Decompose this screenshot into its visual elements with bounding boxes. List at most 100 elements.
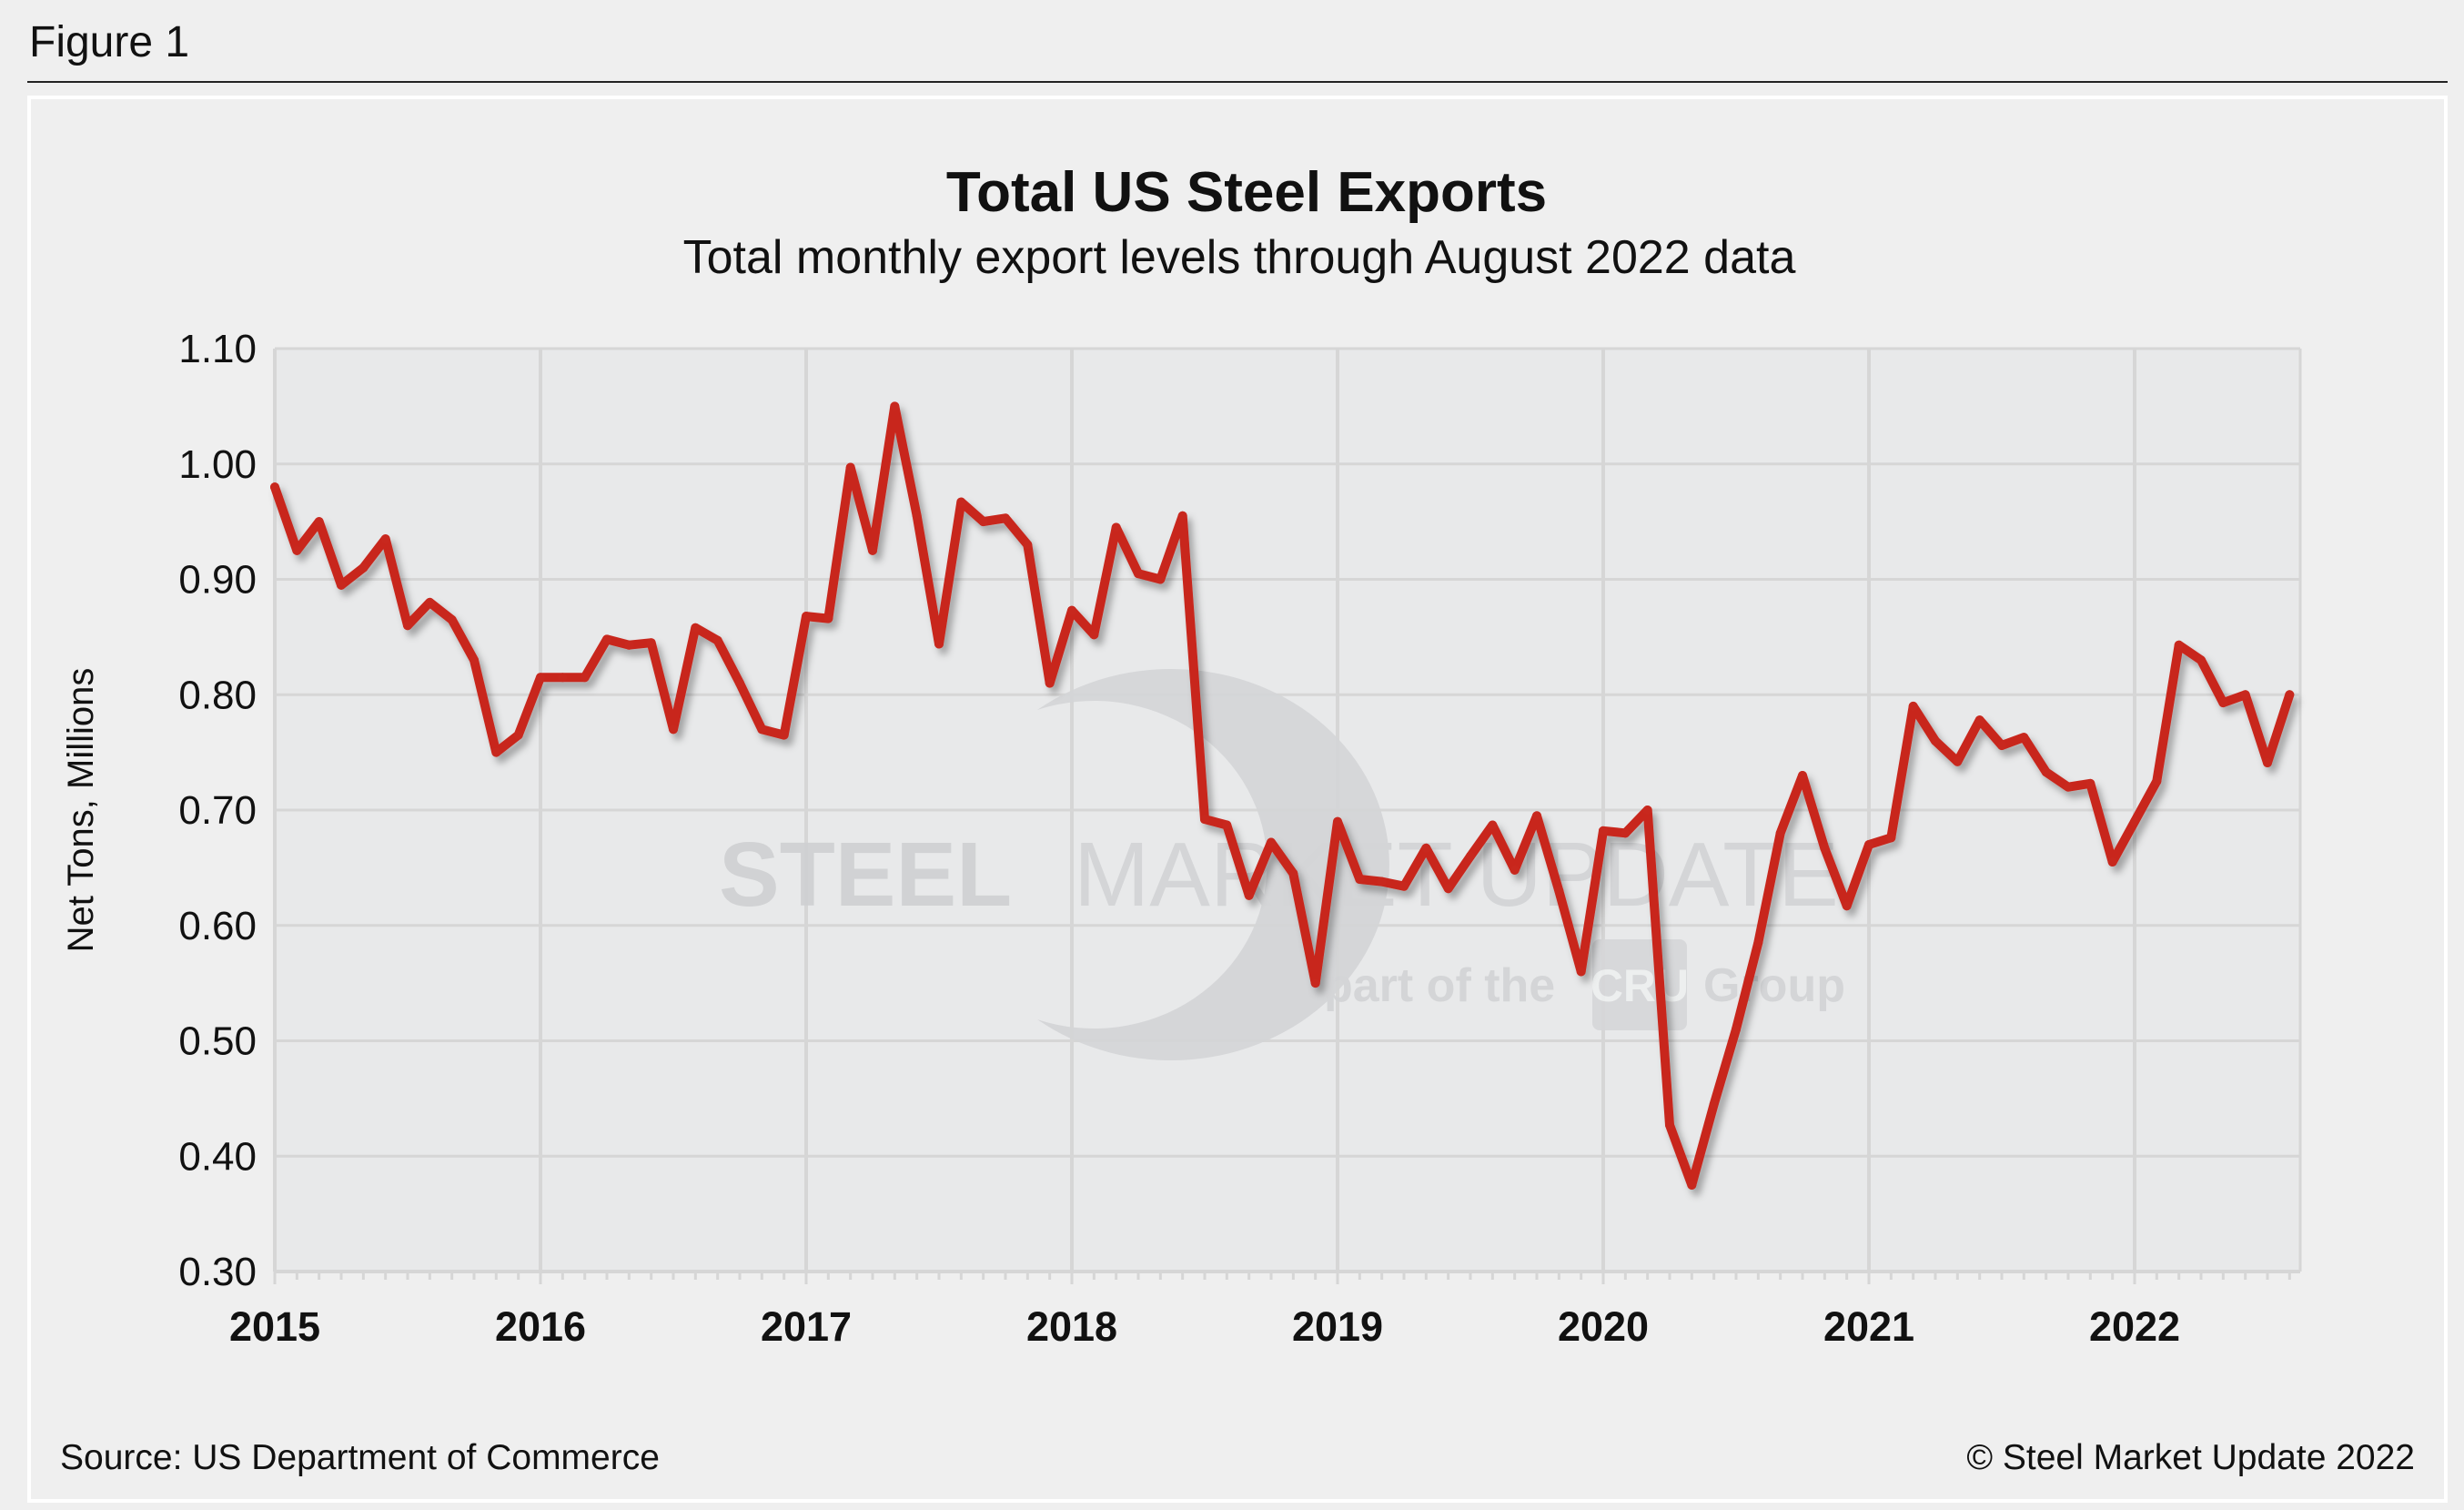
data-point <box>1642 806 1652 815</box>
x-tick-label: 2019 <box>1292 1303 1383 1350</box>
data-point <box>1510 865 1520 875</box>
data-point <box>2019 733 2029 743</box>
y-tick-label: 0.80 <box>178 673 257 717</box>
data-point <box>2107 857 2117 867</box>
x-tick-label: 2020 <box>1558 1303 1649 1350</box>
figure-label: Figure 1 <box>29 18 189 66</box>
x-tick-label: 2022 <box>2089 1303 2180 1350</box>
data-point <box>1177 511 1187 521</box>
data-point <box>1931 735 1940 745</box>
x-tick-label: 2017 <box>761 1303 852 1350</box>
data-point <box>1798 770 1807 780</box>
data-point <box>2285 690 2295 700</box>
data-point <box>2263 758 2272 768</box>
data-point <box>1488 820 1498 830</box>
data-point <box>1244 890 1254 900</box>
data-point <box>1045 678 1055 688</box>
data-point <box>1288 868 1298 878</box>
data-point <box>1267 837 1276 847</box>
data-point <box>558 673 568 683</box>
data-point <box>757 725 767 735</box>
data-point <box>513 730 523 740</box>
x-tick-label: 2016 <box>495 1303 586 1350</box>
data-point <box>1355 875 1365 885</box>
data-point <box>2196 655 2206 665</box>
data-point <box>403 621 412 631</box>
data-point <box>1156 574 1166 584</box>
data-point <box>602 634 611 644</box>
data-point <box>380 534 390 544</box>
data-point <box>491 747 501 757</box>
data-point <box>358 562 369 573</box>
data-point <box>2152 776 2162 786</box>
data-point <box>580 673 590 683</box>
data-point <box>1023 540 1033 550</box>
data-point <box>912 511 922 521</box>
data-point <box>1753 937 1763 948</box>
data-point <box>1974 715 1984 725</box>
data-point <box>1709 1100 1719 1110</box>
data-point <box>1466 851 1475 861</box>
y-tick-label: 0.90 <box>178 558 257 603</box>
data-point <box>1908 701 1918 711</box>
data-point <box>292 545 302 555</box>
data-point <box>1001 513 1010 523</box>
data-point <box>270 482 279 492</box>
data-point <box>1554 886 1564 896</box>
data-point <box>1222 820 1232 830</box>
data-point <box>1111 522 1121 532</box>
x-tick-label: 2018 <box>1026 1303 1117 1350</box>
data-point <box>1532 811 1541 821</box>
data-point <box>536 673 545 683</box>
data-point <box>1421 843 1431 853</box>
data-point <box>779 730 789 740</box>
data-point <box>1599 826 1608 836</box>
data-point <box>845 462 855 472</box>
watermark-steel: STEEL <box>719 824 1012 926</box>
data-point <box>470 655 479 665</box>
data-point <box>1576 967 1586 977</box>
data-point <box>624 640 634 650</box>
data-point <box>1997 741 2006 751</box>
series-line-group <box>270 401 2295 1190</box>
data-point <box>1732 1024 1741 1034</box>
watermark-group: Group <box>1703 959 1845 1012</box>
data-point <box>447 614 457 624</box>
data-point <box>956 497 966 507</box>
data-point <box>802 612 811 622</box>
y-tick-label: 0.40 <box>178 1134 257 1179</box>
data-point <box>2218 698 2228 708</box>
x-tick-label: 2021 <box>1823 1303 1914 1350</box>
watermark-part-of-the: part of the <box>1324 959 1555 1012</box>
data-point <box>646 638 656 648</box>
watermark: STEEL MARKET UPDATE part of the CRU Grou… <box>719 669 1845 1061</box>
copyright-note: © Steel Market Update 2022 <box>1966 1438 2415 1477</box>
data-point <box>337 580 346 590</box>
y-axis-label: Net Tons, Millions <box>61 668 101 953</box>
data-point <box>314 517 324 527</box>
data-point <box>2064 782 2073 792</box>
y-tick-label: 0.70 <box>178 788 257 833</box>
data-point <box>669 725 678 735</box>
data-point <box>978 517 988 527</box>
data-point <box>2085 778 2095 788</box>
data-point <box>1089 630 1099 640</box>
x-tick-label: 2015 <box>229 1303 320 1350</box>
data-point <box>1820 843 1830 853</box>
data-point <box>1665 1120 1674 1130</box>
data-point <box>2041 767 2051 777</box>
y-tick-label: 1.10 <box>178 327 257 371</box>
y-tick-label: 0.50 <box>178 1019 257 1064</box>
data-point <box>1067 605 1076 615</box>
data-point <box>890 401 900 411</box>
data-point <box>1953 756 1963 766</box>
data-point <box>1399 881 1409 891</box>
data-point <box>735 678 744 688</box>
data-point <box>1377 877 1387 887</box>
chart-title: Total US Steel Exports <box>946 161 1547 224</box>
data-point <box>1134 569 1143 579</box>
data-point <box>1621 828 1631 838</box>
data-point <box>1200 815 1209 825</box>
y-tick-label: 0.30 <box>178 1250 257 1294</box>
